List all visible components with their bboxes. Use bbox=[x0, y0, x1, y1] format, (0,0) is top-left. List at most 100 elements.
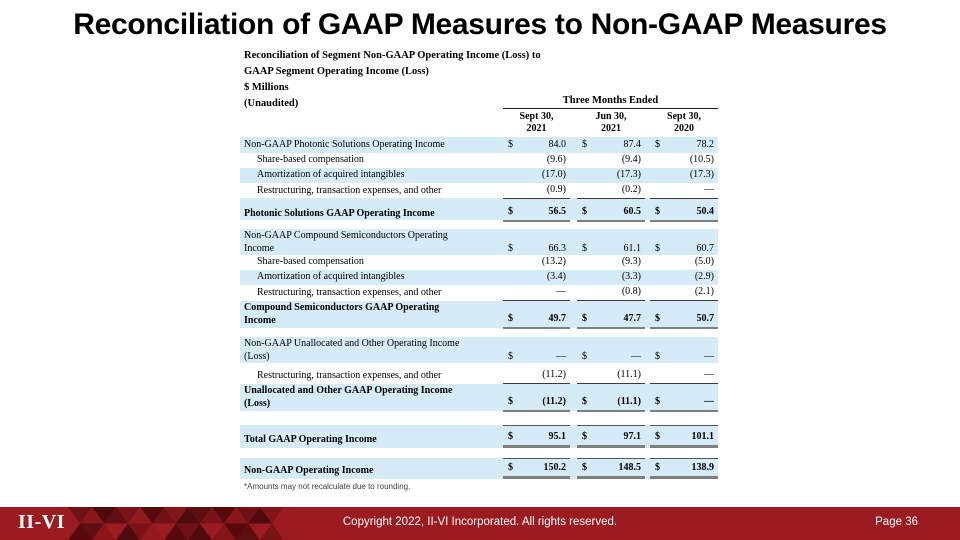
currency-symbol: $ bbox=[655, 313, 660, 324]
value-text: (9.4) bbox=[621, 154, 641, 165]
value-cell: $138.9 bbox=[650, 458, 718, 479]
column-gap bbox=[570, 384, 577, 412]
value-text: 60.7 bbox=[696, 243, 715, 254]
column-gap bbox=[570, 153, 577, 168]
currency-symbol: $ bbox=[508, 206, 513, 217]
value-cell: $87.4 bbox=[577, 137, 645, 153]
currency-symbol: $ bbox=[508, 243, 513, 254]
currency-symbol: $ bbox=[508, 396, 513, 407]
value-text: (0.9) bbox=[546, 184, 566, 195]
column-header-year: 2020 bbox=[674, 123, 694, 134]
table-row: Non-GAAP Compound Semiconductors Operati… bbox=[240, 229, 718, 255]
value-cell: $95.1 bbox=[503, 425, 570, 448]
value-cell: $66.3 bbox=[503, 229, 570, 257]
value-text: (0.8) bbox=[621, 286, 641, 297]
currency-symbol: $ bbox=[582, 396, 587, 407]
currency-symbol: $ bbox=[508, 139, 513, 150]
value-text: — bbox=[704, 396, 714, 407]
row-spacer bbox=[240, 411, 718, 425]
currency-symbol: $ bbox=[508, 462, 513, 473]
row-spacer bbox=[240, 448, 718, 458]
value-cell: (9.4) bbox=[577, 153, 645, 168]
value-cell: $49.7 bbox=[503, 301, 570, 329]
currency-symbol: $ bbox=[655, 396, 660, 407]
value-text: (2.9) bbox=[694, 271, 714, 282]
value-text: — bbox=[704, 184, 714, 195]
value-cell: (5.0) bbox=[650, 255, 718, 270]
value-cell: $ — bbox=[650, 384, 718, 412]
row-label: Amortization of acquired intangibles bbox=[257, 169, 405, 180]
table-row: Compound Semiconductors GAAP Operating In… bbox=[240, 301, 718, 329]
value-text: (2.1) bbox=[694, 286, 714, 297]
column-gap bbox=[570, 458, 577, 479]
value-cell: $101.1 bbox=[650, 425, 718, 448]
value-text: 49.7 bbox=[548, 313, 567, 324]
row-label: Total GAAP Operating Income bbox=[244, 434, 377, 445]
value-text: — bbox=[556, 351, 566, 362]
table-row: Total GAAP Operating Income $95.1 $97.1 $10… bbox=[240, 425, 718, 448]
currency-symbol: $ bbox=[582, 139, 587, 150]
currency-symbol: $ bbox=[655, 431, 660, 442]
table-heading-line: (Unaudited) bbox=[244, 98, 299, 109]
column-header-month: Jun 30, bbox=[595, 111, 627, 122]
table-row: Share-based compensation (13.2) (9.3) (5.0) bbox=[240, 255, 718, 270]
value-cell: — bbox=[503, 285, 570, 301]
column-header-year: 2021 bbox=[601, 123, 621, 134]
value-cell: $ — bbox=[577, 337, 645, 365]
row-label: Compound Semiconductors GAAP Operating In… bbox=[244, 302, 440, 326]
table-row: Unallocated and Other GAAP Operating Inc… bbox=[240, 384, 718, 412]
row-label: Non-GAAP Operating Income bbox=[244, 465, 374, 476]
table-row: Non-GAAP Operating Income $150.2 $148.5 $13… bbox=[240, 458, 718, 479]
value-cell: (3.4) bbox=[503, 270, 570, 285]
value-cell: (13.2) bbox=[503, 255, 570, 270]
table-row: Photonic Solutions GAAP Operating Income… bbox=[240, 205, 718, 222]
column-headers: Sept 30, 2021 Jun 30, 2021 Sept 30, 2020 bbox=[503, 110, 718, 138]
column-header-month: Sept 30, bbox=[667, 111, 701, 122]
value-text: (0.2) bbox=[621, 184, 641, 195]
value-cell: (17.3) bbox=[650, 168, 718, 183]
value-cell: (2.1) bbox=[650, 285, 718, 301]
column-header-sept-2020: Sept 30, 2020 bbox=[650, 110, 718, 138]
table-heading: Reconciliation of Segment Non-GAAP Opera… bbox=[244, 48, 541, 112]
table-heading-line: GAAP Segment Operating Income (Loss) bbox=[244, 66, 429, 77]
period-header: Three Months Ended bbox=[503, 95, 718, 109]
value-text: 87.4 bbox=[623, 139, 642, 150]
footer-mosaic-pattern bbox=[68, 507, 284, 540]
value-cell: $78.2 bbox=[650, 137, 718, 153]
currency-symbol: $ bbox=[508, 351, 513, 362]
page-title: Reconciliation of GAAP Measures to Non-G… bbox=[73, 8, 887, 41]
value-cell: (2.9) bbox=[650, 270, 718, 285]
value-text: 101.1 bbox=[691, 431, 715, 442]
value-cell: $148.5 bbox=[577, 458, 645, 479]
table-row: Share-based compensation (9.6) (9.4) (10.5) bbox=[240, 153, 718, 168]
column-header-year: 2021 bbox=[526, 123, 547, 134]
column-gap bbox=[570, 205, 577, 222]
column-gap bbox=[570, 183, 577, 199]
table-row: Non-GAAP Photonic Solutions Operating In… bbox=[240, 137, 718, 153]
value-cell: (17.3) bbox=[577, 168, 645, 183]
row-label: Share-based compensation bbox=[257, 256, 364, 267]
value-text: 56.5 bbox=[548, 206, 567, 217]
value-cell: $ (11.1) bbox=[577, 384, 645, 412]
value-text: 84.0 bbox=[548, 139, 567, 150]
value-text: (11.1) bbox=[617, 396, 641, 407]
value-cell: $150.2 bbox=[503, 458, 570, 479]
table-row: Restructuring, transaction expenses, and… bbox=[240, 183, 718, 199]
table-heading-line: $ Millions bbox=[244, 82, 289, 93]
value-cell: — bbox=[650, 368, 718, 384]
value-text: 50.4 bbox=[696, 206, 715, 217]
value-cell: (0.9) bbox=[503, 183, 570, 199]
currency-symbol: $ bbox=[582, 206, 587, 217]
value-text: 50.7 bbox=[696, 313, 715, 324]
value-cell: $50.7 bbox=[650, 301, 718, 329]
value-text: (3.3) bbox=[621, 271, 641, 282]
value-cell: (0.2) bbox=[577, 183, 645, 199]
currency-symbol: $ bbox=[655, 243, 660, 254]
column-gap bbox=[570, 137, 577, 153]
row-label: Restructuring, transaction expenses, and… bbox=[257, 185, 442, 196]
value-text: (13.2) bbox=[541, 256, 566, 267]
value-cell: $ — bbox=[503, 337, 570, 365]
row-label: Unallocated and Other GAAP Operating Inc… bbox=[244, 385, 453, 409]
value-text: 95.1 bbox=[548, 431, 567, 442]
currency-symbol: $ bbox=[582, 243, 587, 254]
